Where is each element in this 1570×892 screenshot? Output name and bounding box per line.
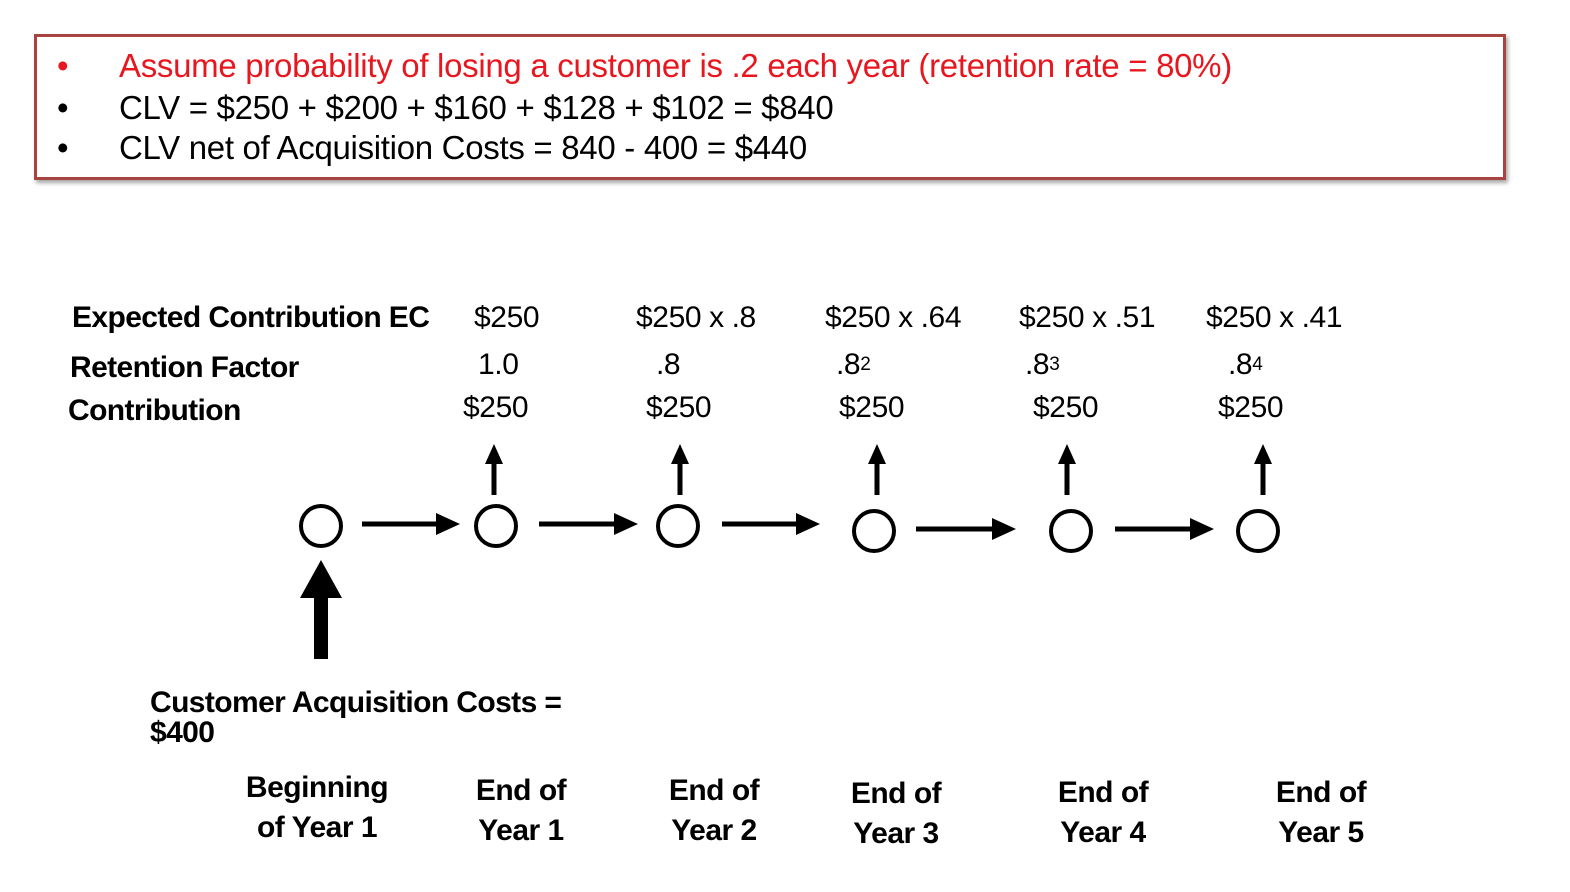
arrow-right-2 [539,513,638,535]
node-year3 [852,509,896,553]
ec-value-year1: $250 [474,301,540,334]
contribution-value-year1: $250 [463,391,529,424]
time-label-year3: End of Year 3 [850,777,942,850]
node-year1 [474,504,518,548]
assumptions-box: • Assume probability of losing a custome… [34,34,1506,180]
node-start [299,504,343,548]
bullet-text-clv: CLV = $250 + $200 + $160 + $128 + $102 =… [119,89,834,126]
arrow-up-year4 [1058,444,1076,495]
time-label-beginning: Beginning of Year 1 [245,771,389,844]
node-year5 [1236,509,1280,553]
time-label-year1: End of Year 1 [475,774,567,847]
arrow-up-acquisition [300,560,342,659]
arrow-up-year1 [485,444,503,495]
retention-value-year5: .84 [1228,348,1263,381]
node-year4 [1049,509,1093,553]
label-expected-contribution: Expected Contribution EC [72,301,430,334]
arrow-up-year5 [1254,444,1272,495]
acquisition-cost-label: Customer Acquisition Costs = $400 [150,686,562,749]
label-contribution: Contribution [68,394,241,427]
bullet-marker: • [57,129,69,166]
arrow-up-year2 [671,444,689,495]
bullet-marker: • [57,89,69,126]
arrow-right-4 [916,518,1016,540]
contribution-value-year2: $250 [646,391,712,424]
ec-value-year4: $250 x .51 [1019,301,1156,334]
retention-value-year4: .83 [1025,348,1060,381]
time-label-year5: End of Year 5 [1275,776,1367,849]
retention-value-year2: .8 [656,348,681,381]
arrow-right-3 [722,513,820,535]
ec-value-year3: $250 x .64 [825,301,962,334]
time-label-year2: End of Year 2 [668,774,760,847]
node-year2 [656,504,700,548]
arrow-right-5 [1115,518,1214,540]
time-label-year4: End of Year 4 [1057,776,1149,849]
bullet-text-retention: Assume probability of losing a customer … [119,47,1232,84]
contribution-value-year3: $250 [839,391,905,424]
bullet-marker: • [57,47,69,84]
ec-value-year2: $250 x .8 [636,301,756,334]
ec-value-year5: $250 x .41 [1206,301,1343,334]
contribution-value-year5: $250 [1218,391,1284,424]
arrow-up-year3 [868,444,886,495]
retention-value-year3: .82 [836,348,871,381]
arrow-right-1 [362,513,460,535]
contribution-value-year4: $250 [1033,391,1099,424]
retention-value-year1: 1.0 [478,348,519,381]
label-retention-factor: Retention Factor [70,351,299,384]
bullet-text-clv-net: CLV net of Acquisition Costs = 840 - 400… [119,129,807,166]
